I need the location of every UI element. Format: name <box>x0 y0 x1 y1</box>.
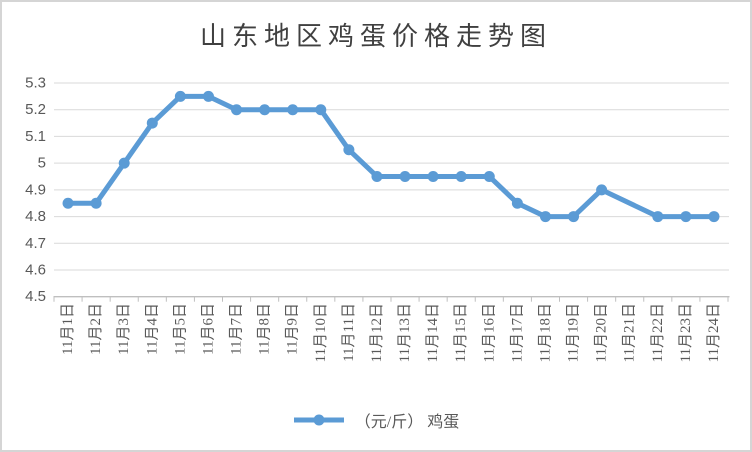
x-axis-label: 11月6日 <box>200 303 216 355</box>
y-axis-labels: 4.5 4.6 4.7 4.8 4.9 5 5.1 5.2 5.3 <box>25 75 46 306</box>
x-axis-label: 11月21日 <box>622 303 638 362</box>
x-axis-label: 11月12日 <box>369 303 385 362</box>
chart-title: 山东地区鸡蛋价格走势图 <box>199 22 552 51</box>
price-series <box>62 90 720 223</box>
x-axis-label: 11月22日 <box>650 303 666 362</box>
data-point <box>596 184 608 196</box>
y-axis-label: 4.6 <box>25 261 46 278</box>
price-line <box>65 93 717 220</box>
data-point <box>90 197 102 209</box>
x-axis-line <box>53 296 730 302</box>
data-point <box>708 211 720 223</box>
x-axis-label: 11月3日 <box>116 303 132 355</box>
data-point <box>371 170 383 182</box>
data-point <box>259 104 271 116</box>
data-point <box>231 104 243 116</box>
x-axis-label: 11月5日 <box>172 303 188 355</box>
y-axis-label: 4.9 <box>25 181 46 198</box>
data-point <box>568 211 580 223</box>
y-axis-label: 5.1 <box>25 128 46 145</box>
data-point <box>146 117 158 129</box>
data-point <box>399 170 411 182</box>
gridlines <box>54 82 729 271</box>
y-axis-label: 5.2 <box>25 101 46 118</box>
y-axis-label: 4.7 <box>25 235 46 252</box>
data-point <box>652 211 664 223</box>
legend: （元/斤） 鸡蛋 <box>2 408 750 432</box>
data-point <box>427 170 439 182</box>
data-point <box>680 211 692 223</box>
data-point <box>315 104 327 116</box>
data-point <box>511 197 523 209</box>
data-point <box>539 211 551 223</box>
x-axis-label: 11月24日 <box>706 303 722 362</box>
data-point <box>62 197 74 209</box>
x-axis-labels: 11月1日 11月2日 11月3日 11月4日 11月5日 11月6日 11月7日 11月8日… <box>60 303 722 362</box>
x-axis-label: 11月9日 <box>285 303 301 355</box>
y-axis-label: 4.5 <box>25 288 46 305</box>
x-axis-label: 11月8日 <box>257 303 273 355</box>
x-axis-label: 11月14日 <box>425 303 441 362</box>
data-point <box>174 90 186 102</box>
x-axis-label: 11月17日 <box>509 303 525 362</box>
x-axis-label: 11月20日 <box>594 303 610 362</box>
x-axis-label: 11月13日 <box>397 303 413 362</box>
x-axis-label: 11月2日 <box>88 303 104 355</box>
data-point <box>455 170 467 182</box>
data-point <box>287 104 299 116</box>
data-point <box>483 170 495 182</box>
x-axis-label: 11月15日 <box>453 303 469 362</box>
data-point <box>202 90 214 102</box>
x-axis-label: 11月10日 <box>313 303 329 362</box>
x-axis-label: 11月16日 <box>481 303 497 362</box>
x-axis-label: 11月19日 <box>566 303 582 362</box>
legend-line-marker-icon <box>293 414 344 426</box>
y-axis-label: 4.8 <box>25 208 46 225</box>
legend-label: （元/斤） 鸡蛋 <box>354 414 460 431</box>
data-point <box>343 144 355 156</box>
x-axis-label: 11月11日 <box>341 303 357 362</box>
y-axis-label: 5 <box>38 155 46 172</box>
x-axis-label: 11月1日 <box>60 303 76 355</box>
x-axis-label: 11月23日 <box>678 303 694 362</box>
x-axis-label: 11月7日 <box>229 303 245 355</box>
data-point <box>118 157 130 169</box>
y-axis-label: 5.3 <box>25 75 46 92</box>
x-axis-label: 11月18日 <box>537 303 553 362</box>
x-axis-label: 11月4日 <box>144 303 160 355</box>
